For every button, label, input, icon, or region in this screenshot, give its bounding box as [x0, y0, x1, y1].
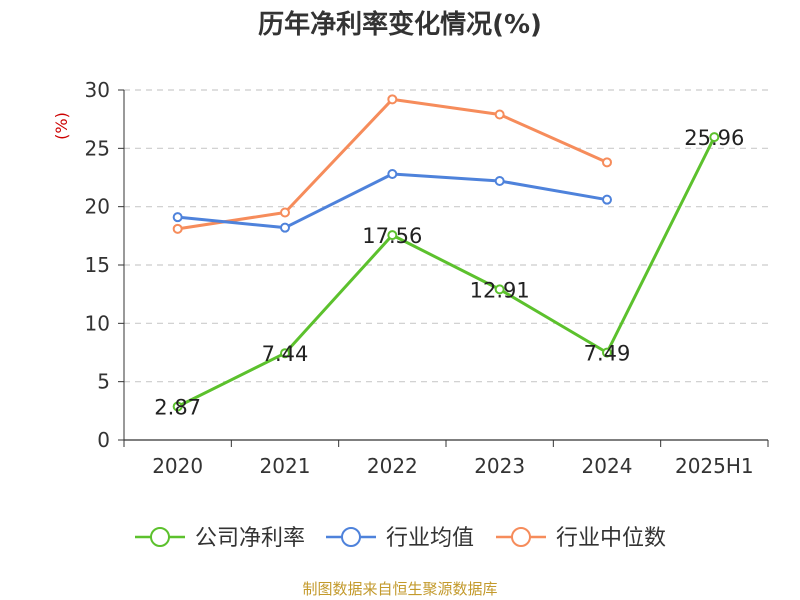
data-point[interactable]: [172, 223, 183, 234]
data-point[interactable]: [280, 222, 290, 233]
data-point[interactable]: [602, 347, 612, 358]
legend-label: 行业中位数: [556, 526, 666, 551]
y-tick-label: 30: [85, 78, 110, 102]
data-label: 25.96: [684, 126, 744, 150]
y-axis-label: (%): [52, 112, 71, 140]
y-tick-label: 15: [85, 253, 110, 277]
legend-marker: [341, 527, 361, 547]
data-point[interactable]: [494, 109, 505, 120]
legend-label: 公司净利率: [195, 526, 305, 551]
series-line: [177, 97, 608, 231]
x-tick-label: 2023: [474, 454, 525, 478]
data-point[interactable]: [387, 94, 398, 105]
legend[interactable]: 公司净利率 行业均值 行业中位数: [135, 526, 666, 551]
data-labels: 2.87 7.44 17.56 12.91 7.49 25.96: [154, 126, 744, 419]
data-point[interactable]: [494, 176, 505, 186]
y-tick-label: 0: [97, 428, 110, 452]
x-tick-label: 2025H1: [675, 454, 754, 478]
axes: 0 5 10 15 20 25 30 (%) 2020 2021 2022 2023 2024 2025H…: [52, 78, 769, 478]
data-label: 7.44: [262, 342, 309, 366]
legend-marker: [511, 527, 531, 547]
x-tick-label: 2022: [367, 454, 418, 478]
x-tick-label: 2020: [152, 454, 203, 478]
data-point[interactable]: [172, 212, 183, 223]
data-label: 7.49: [584, 342, 631, 366]
data-label: 12.91: [470, 278, 530, 302]
y-tick-label: 20: [85, 195, 110, 219]
legend-item[interactable]: 公司净利率: [135, 526, 305, 551]
source-note: 制图数据来自恒生聚源数据库: [302, 580, 498, 598]
legend-item[interactable]: 行业中位数: [496, 526, 666, 551]
data-label: 17.56: [362, 224, 422, 248]
y-tick-label: 25: [85, 136, 110, 160]
data-point[interactable]: [280, 207, 290, 218]
series-lines: [172, 94, 720, 412]
data-label: 2.87: [154, 396, 201, 420]
grid-lines: [124, 89, 768, 383]
data-point[interactable]: [172, 401, 183, 412]
x-tick-label: 2024: [582, 454, 633, 478]
y-tick-label: 5: [97, 370, 110, 394]
data-point[interactable]: [494, 284, 505, 295]
series-line: [176, 136, 716, 408]
x-tick-label: 2021: [260, 454, 311, 478]
chart-title: 历年净利率变化情况(%): [258, 10, 542, 40]
legend-label: 行业均值: [386, 526, 474, 551]
data-point[interactable]: [387, 230, 398, 241]
y-tick-label: 10: [85, 311, 110, 335]
data-point[interactable]: [709, 132, 720, 143]
legend-marker: [150, 527, 170, 547]
data-point[interactable]: [602, 194, 612, 205]
data-point[interactable]: [602, 157, 612, 168]
data-point[interactable]: [387, 169, 398, 179]
legend-item[interactable]: 行业均值: [326, 526, 474, 551]
data-point[interactable]: [280, 348, 290, 359]
